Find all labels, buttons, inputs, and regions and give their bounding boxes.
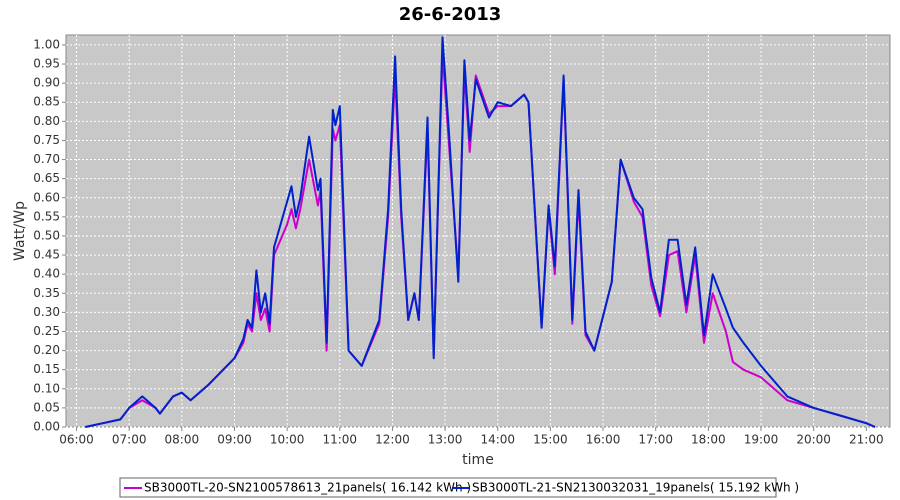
- y-tick-label: 0.20: [33, 343, 60, 357]
- y-tick-label: 0.70: [33, 152, 60, 166]
- x-tick-label: 16:00: [586, 433, 621, 447]
- y-tick-label: 0.00: [33, 420, 60, 434]
- legend-label: SB3000TL-21-SN2130032031_19panels( 15.19…: [472, 481, 799, 495]
- y-tick-label: 0.65: [33, 171, 60, 185]
- x-tick-label: 12:00: [375, 433, 410, 447]
- y-tick-label: 0.05: [33, 400, 60, 414]
- x-tick-label: 10:00: [270, 433, 305, 447]
- y-tick-label: 0.30: [33, 305, 60, 319]
- legend-label: SB3000TL-20-SN2100578613_21panels( 16.14…: [144, 481, 471, 495]
- x-tick-label: 13:00: [428, 433, 463, 447]
- x-tick-label: 09:00: [217, 433, 252, 447]
- y-tick-label: 0.45: [33, 248, 60, 262]
- y-tick-label: 0.95: [33, 57, 60, 71]
- y-tick-label: 0.75: [33, 133, 60, 147]
- x-tick-label: 08:00: [165, 433, 200, 447]
- x-tick-label: 14:00: [480, 433, 515, 447]
- y-tick-label: 0.80: [33, 114, 60, 128]
- y-tick-label: 0.10: [33, 381, 60, 395]
- x-tick-label: 18:00: [691, 433, 726, 447]
- legend: [119, 477, 777, 498]
- y-tick-label: 0.85: [33, 95, 60, 109]
- y-tick-label: 0.60: [33, 190, 60, 204]
- y-axis-label: Watt/Wp: [12, 201, 28, 261]
- x-tick-label: 20:00: [796, 433, 831, 447]
- x-tick-label: 11:00: [322, 433, 357, 447]
- series-line: [85, 36, 876, 428]
- y-tick-label: 0.25: [33, 324, 60, 338]
- chart-title: 26-6-2013: [399, 4, 502, 25]
- x-tick-label: 17:00: [638, 433, 673, 447]
- y-tick-label: 0.90: [33, 76, 60, 90]
- x-axis-label: time: [462, 452, 494, 468]
- y-tick-label: 0.40: [33, 267, 60, 281]
- y-tick-label: 0.55: [33, 209, 60, 223]
- x-tick-label: 07:00: [112, 433, 147, 447]
- plot-area: [65, 34, 891, 428]
- y-tick-label: 0.50: [33, 228, 60, 242]
- y-tick-label: 1.00: [33, 37, 60, 51]
- y-tick-label: 0.15: [33, 362, 60, 376]
- y-tick-label: 0.35: [33, 286, 60, 300]
- x-tick-label: 06:00: [59, 433, 94, 447]
- x-tick-label: 15:00: [533, 433, 568, 447]
- x-tick-label: 21:00: [849, 433, 884, 447]
- x-tick-label: 19:00: [744, 433, 779, 447]
